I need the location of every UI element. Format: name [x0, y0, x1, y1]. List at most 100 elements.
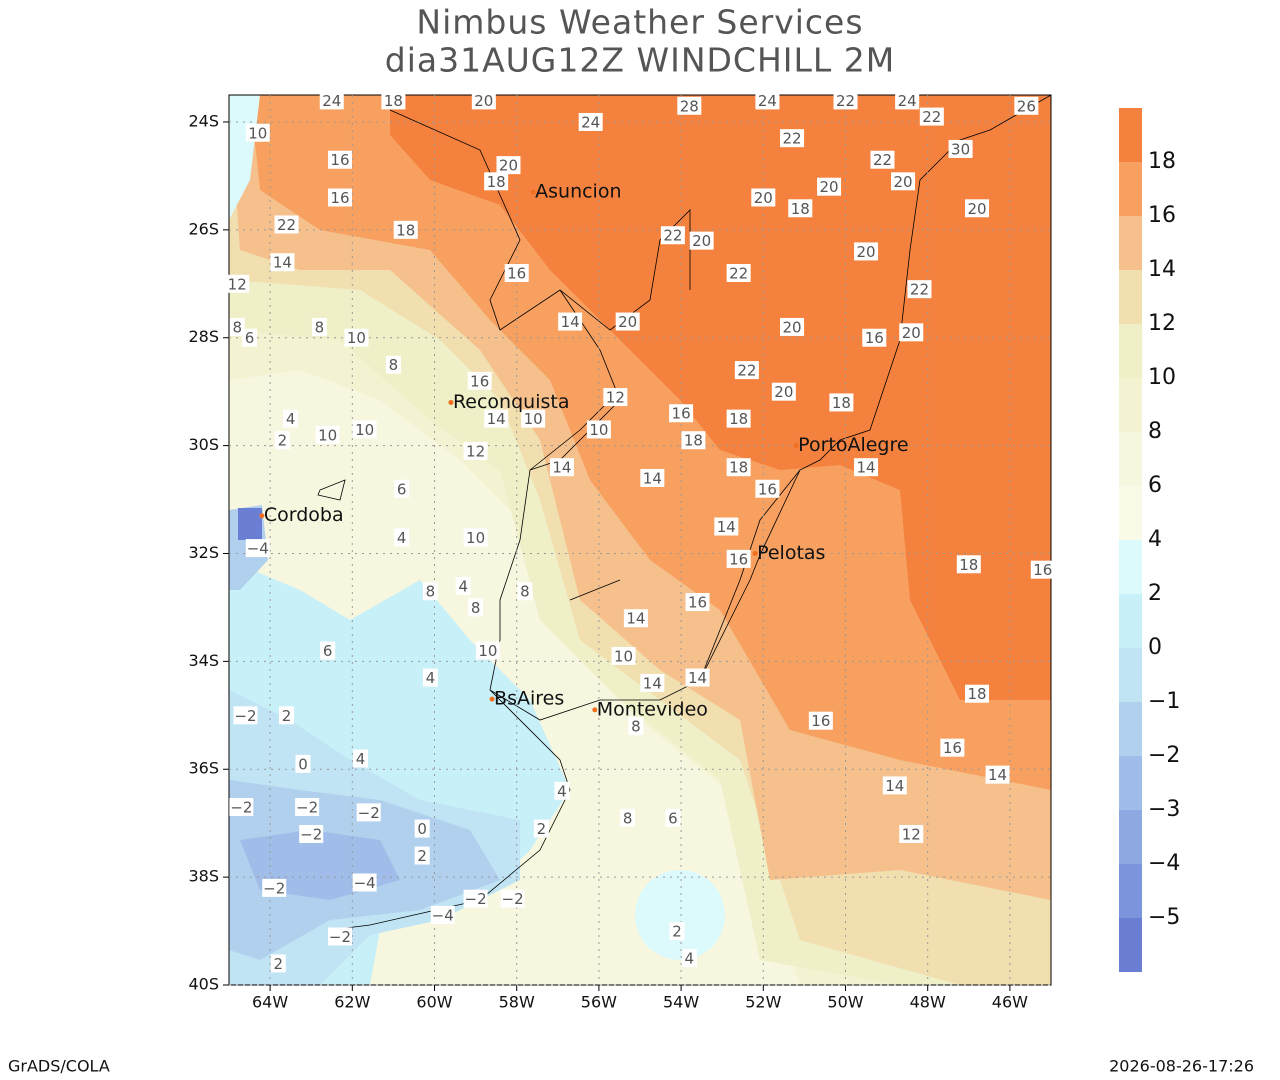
colorbar-label: 4 [1148, 527, 1162, 552]
contour-label: 18 [832, 394, 851, 412]
contour-label: 10 [355, 421, 374, 439]
contour-label: 0 [417, 820, 427, 838]
contour-label: 16 [672, 405, 691, 423]
contour-label: 16 [865, 329, 884, 347]
contour-label: 28 [680, 97, 699, 115]
contour-label-box [274, 431, 290, 450]
contour-label: 14 [643, 469, 662, 487]
contour-label: 10 [318, 426, 337, 444]
contour-label-box [270, 253, 295, 272]
contour-label-box [640, 673, 665, 692]
contour-label: 22 [663, 227, 682, 245]
contour-label: 22 [910, 281, 929, 299]
contour-label-box [245, 539, 270, 558]
contour-label-box [455, 576, 471, 595]
colorbar-label: −2 [1148, 743, 1180, 768]
contour-label-box [295, 798, 320, 816]
colorbar-band [1119, 756, 1142, 810]
contour-label-box [817, 177, 842, 196]
colorbar-label: 0 [1148, 635, 1162, 660]
contour-label: 4 [426, 669, 436, 687]
contour-label: 24 [322, 92, 341, 110]
contour-label-box [475, 641, 500, 660]
contour-label-box [283, 409, 299, 428]
colorbar-label: 8 [1148, 419, 1162, 444]
contour-label: 20 [967, 200, 986, 218]
city-label: Cordoba [264, 504, 344, 526]
contour-label: 14 [988, 766, 1007, 784]
city-marker [530, 189, 536, 195]
contour-label: 18 [959, 556, 978, 574]
contour-label: 16 [1033, 561, 1052, 579]
contour-label-box [549, 458, 574, 477]
contour-label: −4 [432, 906, 454, 924]
contour-label: 2 [282, 707, 292, 725]
contour-label-box [554, 781, 570, 800]
contour-label: 16 [470, 372, 489, 390]
footer-right: 2026-08-26-17:26 [1109, 1057, 1254, 1076]
contour-label: 4 [286, 410, 296, 428]
city-label: BsAires [494, 688, 564, 710]
contour-label: 18 [487, 173, 506, 191]
contour-label-box [586, 420, 611, 439]
contour-label: 20 [893, 173, 912, 191]
contour-label-box [965, 684, 990, 703]
contour-label-box [833, 91, 858, 110]
contour-label-box [558, 312, 583, 331]
x-tick-label: 50W [827, 993, 863, 1012]
contour-label-box [726, 549, 751, 568]
x-tick-label: 54W [663, 993, 699, 1012]
colorbar-label: −3 [1148, 797, 1180, 822]
contour-label-box [780, 317, 805, 336]
contour-label: −2 [234, 707, 256, 725]
contour-label: 20 [857, 243, 876, 261]
contour-label: −2 [465, 890, 487, 908]
contour-label-box [771, 382, 796, 401]
contour-label-box [780, 129, 805, 148]
contour-label-box [463, 889, 488, 908]
city-label: Montevideo [597, 698, 708, 720]
x-tick-label: 62W [334, 993, 370, 1012]
contour-label: 10 [248, 124, 267, 142]
contour-label-box [353, 749, 369, 768]
contour-label-box [862, 328, 887, 347]
contour-label: 0 [298, 755, 308, 773]
contour-label: 14 [688, 669, 707, 687]
contour-label-box [681, 949, 697, 968]
contour-label: 20 [902, 324, 921, 342]
x-tick-label: 64W [252, 993, 288, 1012]
contour-label: 20 [474, 92, 493, 110]
contour-label: 22 [277, 216, 296, 234]
contour-label-box [430, 905, 455, 924]
contour-label: 22 [729, 265, 748, 283]
colorbar-band [1119, 540, 1142, 594]
colorbar-band [1119, 702, 1142, 756]
contour-label: 6 [323, 642, 333, 660]
contour-label: 8 [471, 599, 481, 617]
contour-label-box [385, 355, 401, 374]
contour-label-box [882, 776, 907, 795]
contour-label-box [854, 242, 879, 261]
contour-label-box [463, 528, 488, 547]
contour-label: 10 [347, 329, 366, 347]
colorbar-label: 12 [1148, 311, 1176, 336]
contour-label: 16 [943, 739, 962, 757]
contour-label-box [734, 361, 759, 380]
contour-label-box [985, 765, 1010, 784]
contour-label: 22 [836, 92, 855, 110]
contour-label: 18 [729, 410, 748, 428]
contour-label-box [484, 409, 509, 428]
contour-label-box [956, 555, 981, 574]
contour-label-box [245, 123, 270, 142]
colorbar-band [1119, 864, 1142, 918]
contour-label: 20 [774, 383, 793, 401]
y-tick-label: 28S [188, 327, 219, 346]
contour-label-box [242, 328, 258, 347]
contour-label-box [620, 808, 636, 827]
contour-label-box [262, 878, 287, 897]
contour-label-box [919, 107, 944, 126]
contour-label: 14 [643, 674, 662, 692]
contour-label-box [414, 819, 430, 838]
contour-label: 24 [581, 113, 600, 131]
contour-label-box [394, 479, 410, 498]
